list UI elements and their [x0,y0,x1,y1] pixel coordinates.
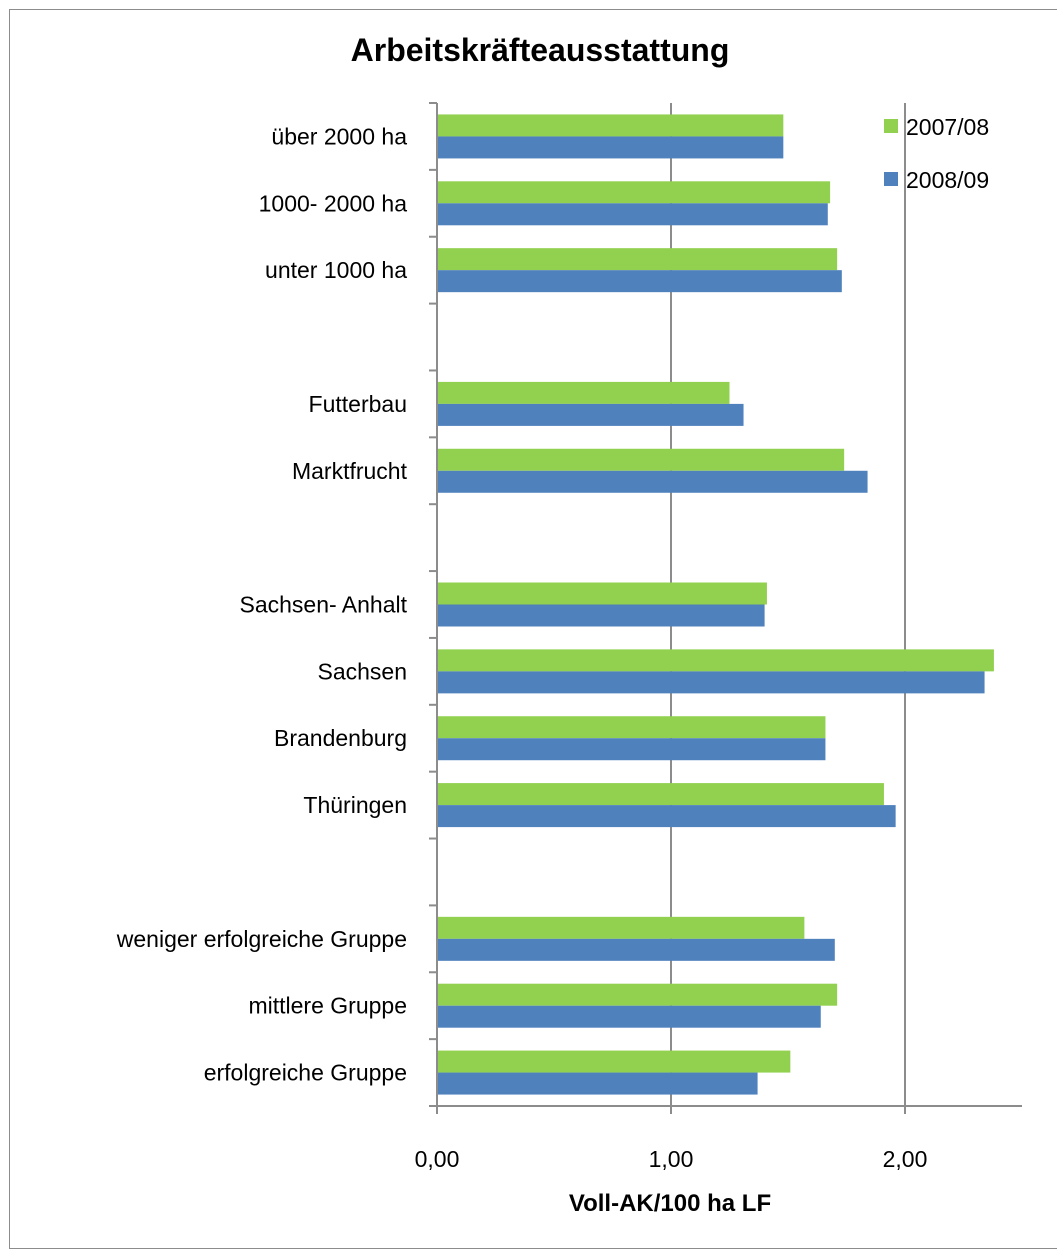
category-label: erfolgreiche Gruppe [204,1060,407,1086]
bar-2007-08 [437,716,826,739]
legend-label: 2008/09 [906,167,989,193]
bar-2007-08 [437,181,831,204]
category-label: unter 1000 ha [265,257,407,283]
bar-2007-08 [437,248,838,271]
legend-label: 2007/08 [906,114,989,140]
category-label: 1000- 2000 ha [259,190,408,216]
category-label: über 2000 ha [271,123,407,149]
category-label: Thüringen [303,792,407,818]
bar-2008-09 [437,1005,821,1028]
bar-2008-09 [437,1072,758,1095]
bar-2007-08 [437,114,784,137]
bar-2007-08 [437,582,767,605]
x-tick-label: 1,00 [649,1146,694,1172]
bar-2008-09 [437,738,826,761]
x-tick-label: 2,00 [883,1146,928,1172]
bar-2007-08 [437,448,845,471]
category-label: Sachsen- Anhalt [239,592,407,618]
bar-2007-08 [437,783,884,806]
bar-2007-08 [437,1050,791,1073]
category-label: weniger erfolgreiche Gruppe [116,926,407,952]
category-label: Marktfrucht [292,458,408,484]
bar-2007-08 [437,381,730,404]
legend-swatch [884,172,898,186]
bar-2007-08 [437,983,838,1006]
bar-2007-08 [437,916,805,939]
bar-2008-09 [437,671,985,694]
bar-2008-09 [437,403,744,426]
bar-2008-09 [437,470,868,493]
category-label: Futterbau [309,391,407,417]
bar-2008-09 [437,604,765,627]
legend-swatch [884,119,898,133]
chart-title: Arbeitskräfteausstattung [350,32,730,68]
bar-2008-09 [437,203,828,226]
bar-2008-09 [437,805,896,828]
x-tick-label: 0,00 [415,1146,460,1172]
category-label: Brandenburg [274,725,407,751]
bar-2008-09 [437,136,784,159]
category-label: mittlere Gruppe [248,993,407,1019]
bar-2008-09 [437,938,835,961]
bar-2007-08 [437,649,994,672]
bar-2008-09 [437,270,842,293]
category-label: Sachsen [317,658,407,684]
x-axis-title: Voll-AK/100 ha LF [568,1190,772,1217]
